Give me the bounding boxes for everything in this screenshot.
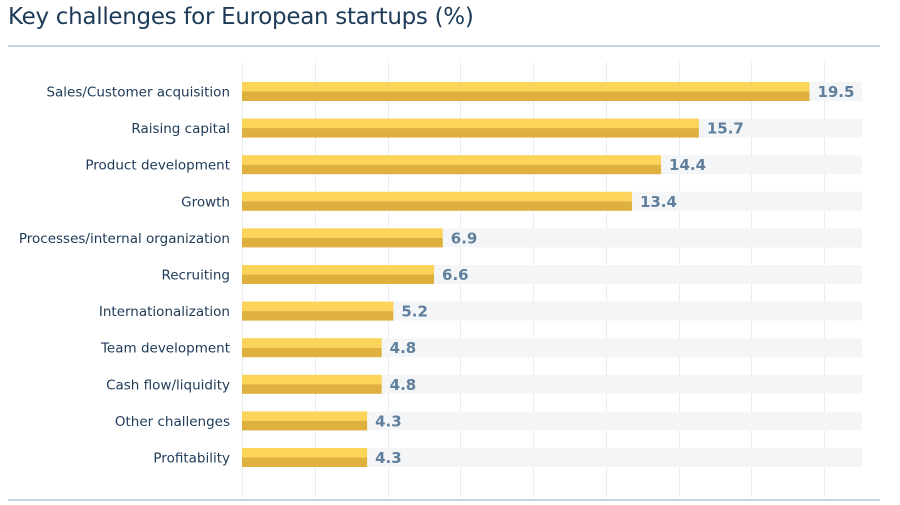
bar-4-bottom xyxy=(242,237,443,248)
bar-1-top xyxy=(242,118,699,129)
bar-track-6 xyxy=(242,301,862,321)
bar-4 xyxy=(242,228,443,248)
bar-9-bottom xyxy=(242,420,368,431)
bar-track-10 xyxy=(242,448,862,467)
category-label-4: Processes/internal organization xyxy=(19,231,230,247)
category-label-3: Growth xyxy=(181,194,230,210)
category-labels: Sales/Customer acquisition Raising capita… xyxy=(19,85,230,467)
bar-10 xyxy=(242,448,368,467)
category-label-2: Product development xyxy=(85,158,230,174)
bar-10-bottom xyxy=(242,457,368,467)
bar-7-bottom xyxy=(242,347,382,358)
bar-5-top xyxy=(242,265,435,275)
bar-0-bottom xyxy=(242,91,810,101)
bar-track-8 xyxy=(242,374,862,394)
value-label-5: 6.6 xyxy=(442,266,469,284)
bar-2-bottom xyxy=(242,164,662,175)
value-label-4: 6.9 xyxy=(451,229,478,247)
value-label-6: 5.2 xyxy=(401,303,428,321)
value-label-10: 4.3 xyxy=(375,449,402,467)
category-label-10: Profitability xyxy=(153,451,230,467)
value-label-3: 13.4 xyxy=(640,193,677,211)
value-labels: 19.5 15.714.4 13.4 6.9 6.6 5.2 4.8 4.8 4.3 4.3 xyxy=(375,83,854,467)
bar-9-top xyxy=(242,411,368,421)
bar-7-top xyxy=(242,338,382,348)
bar-8 xyxy=(242,374,382,394)
bar-6 xyxy=(242,301,394,321)
bar-track-7 xyxy=(242,338,862,358)
bar-8-top xyxy=(242,374,382,385)
bar-2 xyxy=(242,155,662,175)
bar-0 xyxy=(242,82,810,101)
bar-2-top xyxy=(242,155,662,165)
bar-3-top xyxy=(242,191,632,202)
bar-10-top xyxy=(242,448,368,458)
chart-title: Key challenges for European startups (%) xyxy=(8,4,474,30)
title-divider xyxy=(8,45,880,47)
bottom-divider xyxy=(8,499,880,501)
category-label-5: Recruiting xyxy=(161,268,230,284)
bar-3 xyxy=(242,191,632,211)
bar-track-9 xyxy=(242,411,862,431)
category-label-1: Raising capital xyxy=(131,121,230,137)
bar-1-bottom xyxy=(242,128,699,138)
category-label-9: Other challenges xyxy=(115,414,230,430)
bar-9 xyxy=(242,411,368,431)
bar-8-bottom xyxy=(242,384,382,394)
bar-5-bottom xyxy=(242,274,435,284)
category-label-6: Internationalization xyxy=(99,304,230,320)
bar-0-top xyxy=(242,82,810,92)
category-label-0: Sales/Customer acquisition xyxy=(46,85,230,101)
value-label-0: 19.5 xyxy=(817,83,854,101)
bar-3-bottom xyxy=(242,201,632,211)
value-label-1: 15.7 xyxy=(707,120,744,138)
category-label-7: Team development xyxy=(100,341,230,357)
bar-6-bottom xyxy=(242,311,394,321)
value-label-9: 4.3 xyxy=(375,412,402,430)
bars xyxy=(242,82,810,467)
category-label-8: Cash flow/liquidity xyxy=(106,377,230,393)
bar-5 xyxy=(242,265,435,284)
value-label-2: 14.4 xyxy=(669,156,706,174)
value-label-7: 4.8 xyxy=(390,339,417,357)
bar-4-top xyxy=(242,228,443,238)
value-label-8: 4.8 xyxy=(390,376,417,394)
bar-7 xyxy=(242,338,382,358)
bar-1 xyxy=(242,118,699,138)
bar-6-top xyxy=(242,301,394,312)
